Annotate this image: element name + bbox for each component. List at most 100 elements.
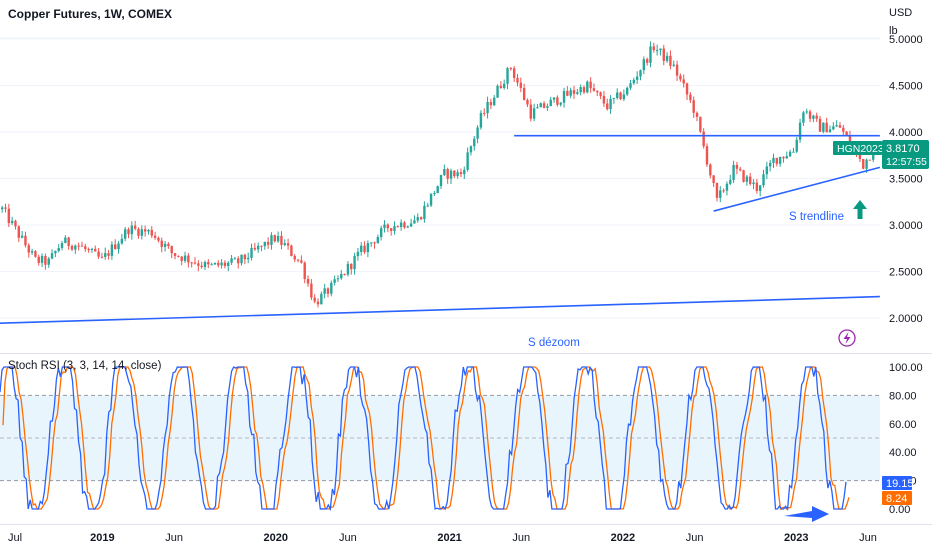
candle-body — [0, 207, 4, 210]
bolt-icon[interactable] — [838, 329, 856, 347]
k-badge — [882, 476, 912, 490]
candle-body — [749, 176, 752, 184]
candle-body — [559, 102, 562, 105]
candle-body — [496, 85, 499, 98]
stoch-rsi-pane[interactable] — [0, 366, 880, 512]
price-tick-label: 5.0000 — [889, 34, 923, 46]
last-price-label: HGN2023 3.8170 12:57:55 — [833, 140, 929, 169]
candle-body — [446, 168, 449, 179]
candle-body — [389, 228, 393, 231]
currency-label: USD — [889, 7, 912, 19]
candle-body — [672, 64, 675, 66]
dezoom-trendline — [0, 295, 880, 325]
candle-body — [606, 103, 609, 110]
candle-body — [386, 224, 390, 229]
candle-body — [702, 131, 705, 147]
candle-body — [160, 240, 163, 247]
candle-body — [210, 264, 213, 266]
price-tick-label: 4.5000 — [889, 81, 923, 93]
candle-body — [822, 122, 825, 132]
candle-body — [243, 254, 247, 260]
candle-body — [439, 175, 443, 187]
candle-body — [486, 102, 489, 114]
candle-body — [745, 176, 749, 182]
candle-body — [768, 162, 772, 167]
candle-body — [266, 241, 270, 245]
candle-body — [50, 253, 54, 259]
time-tick-label: 2022 — [611, 532, 635, 544]
candle-body — [516, 77, 519, 83]
candle-body — [20, 235, 24, 238]
price-tick-label: 4.0000 — [889, 127, 923, 139]
candle-body — [24, 235, 27, 246]
candle-body — [493, 97, 496, 106]
candle-body — [512, 68, 516, 78]
candle-body — [330, 282, 333, 294]
time-tick-label: Jun — [339, 532, 357, 544]
price-pane[interactable] — [0, 37, 881, 325]
candle-body — [100, 256, 104, 258]
candle-body — [692, 100, 695, 113]
candle-body — [719, 190, 722, 198]
candle-body — [270, 235, 273, 245]
candle-body — [7, 208, 11, 224]
candle-body — [57, 247, 60, 251]
candle-body — [662, 48, 665, 61]
candle-body — [163, 243, 167, 247]
time-tick-label: 2019 — [90, 532, 114, 544]
candle-body — [599, 92, 602, 96]
candle-body — [54, 250, 57, 254]
candle-body — [260, 245, 263, 247]
candle-body — [403, 222, 406, 228]
candle-body — [333, 279, 336, 283]
candle-body — [276, 235, 280, 242]
candle-body — [812, 115, 815, 119]
candle-body — [775, 157, 779, 164]
candle-body — [586, 81, 589, 93]
candle-body — [453, 170, 456, 177]
price-tick-label: 2.5000 — [889, 267, 923, 279]
candle-body — [785, 156, 788, 159]
candle-body — [143, 229, 147, 232]
candle-body — [153, 235, 157, 238]
candle-body — [659, 48, 662, 51]
candle-body — [755, 182, 759, 191]
candle-body — [379, 228, 383, 238]
candle-body — [316, 301, 320, 305]
time-axis[interactable]: Jul 2019 Jun 2020 Jun 2021 Jun 2022 Jun 2023 Jun — [8, 532, 877, 544]
candle-body — [622, 94, 626, 100]
candle-body — [177, 255, 180, 257]
candle-body — [772, 157, 775, 163]
price-axis[interactable]: USD lb 2.0000 2.5000 3.0000 3.5000 4.0000 4.5… — [889, 7, 923, 325]
time-tick-label: Jun — [859, 532, 877, 544]
candle-body — [77, 245, 80, 247]
candle-body — [868, 159, 872, 161]
candle-body — [449, 170, 453, 179]
candle-body — [310, 283, 313, 298]
candle-body — [473, 138, 476, 147]
candle-body — [306, 278, 310, 284]
candle-body — [689, 94, 692, 101]
candle-body — [37, 256, 40, 263]
candle-body — [117, 243, 120, 250]
candle-body — [293, 255, 296, 260]
candle-body — [529, 104, 532, 119]
candle-body — [865, 159, 868, 169]
symbol-badge — [833, 141, 882, 155]
candle-body — [808, 111, 812, 119]
candle-body — [44, 255, 47, 265]
candle-body — [350, 263, 353, 270]
candle-body — [459, 172, 463, 175]
candle-body — [566, 91, 569, 96]
d-value: 8.24 — [886, 493, 907, 505]
time-tick-label: Jun — [512, 532, 530, 544]
candle-body — [290, 245, 293, 256]
candle-body — [649, 46, 652, 63]
candle-body — [466, 152, 469, 170]
candle-body — [147, 229, 150, 232]
candle-body — [576, 92, 579, 94]
candle-body — [542, 103, 546, 108]
candle-body — [699, 116, 702, 132]
candle-body — [552, 97, 556, 100]
candle-body — [340, 273, 343, 279]
